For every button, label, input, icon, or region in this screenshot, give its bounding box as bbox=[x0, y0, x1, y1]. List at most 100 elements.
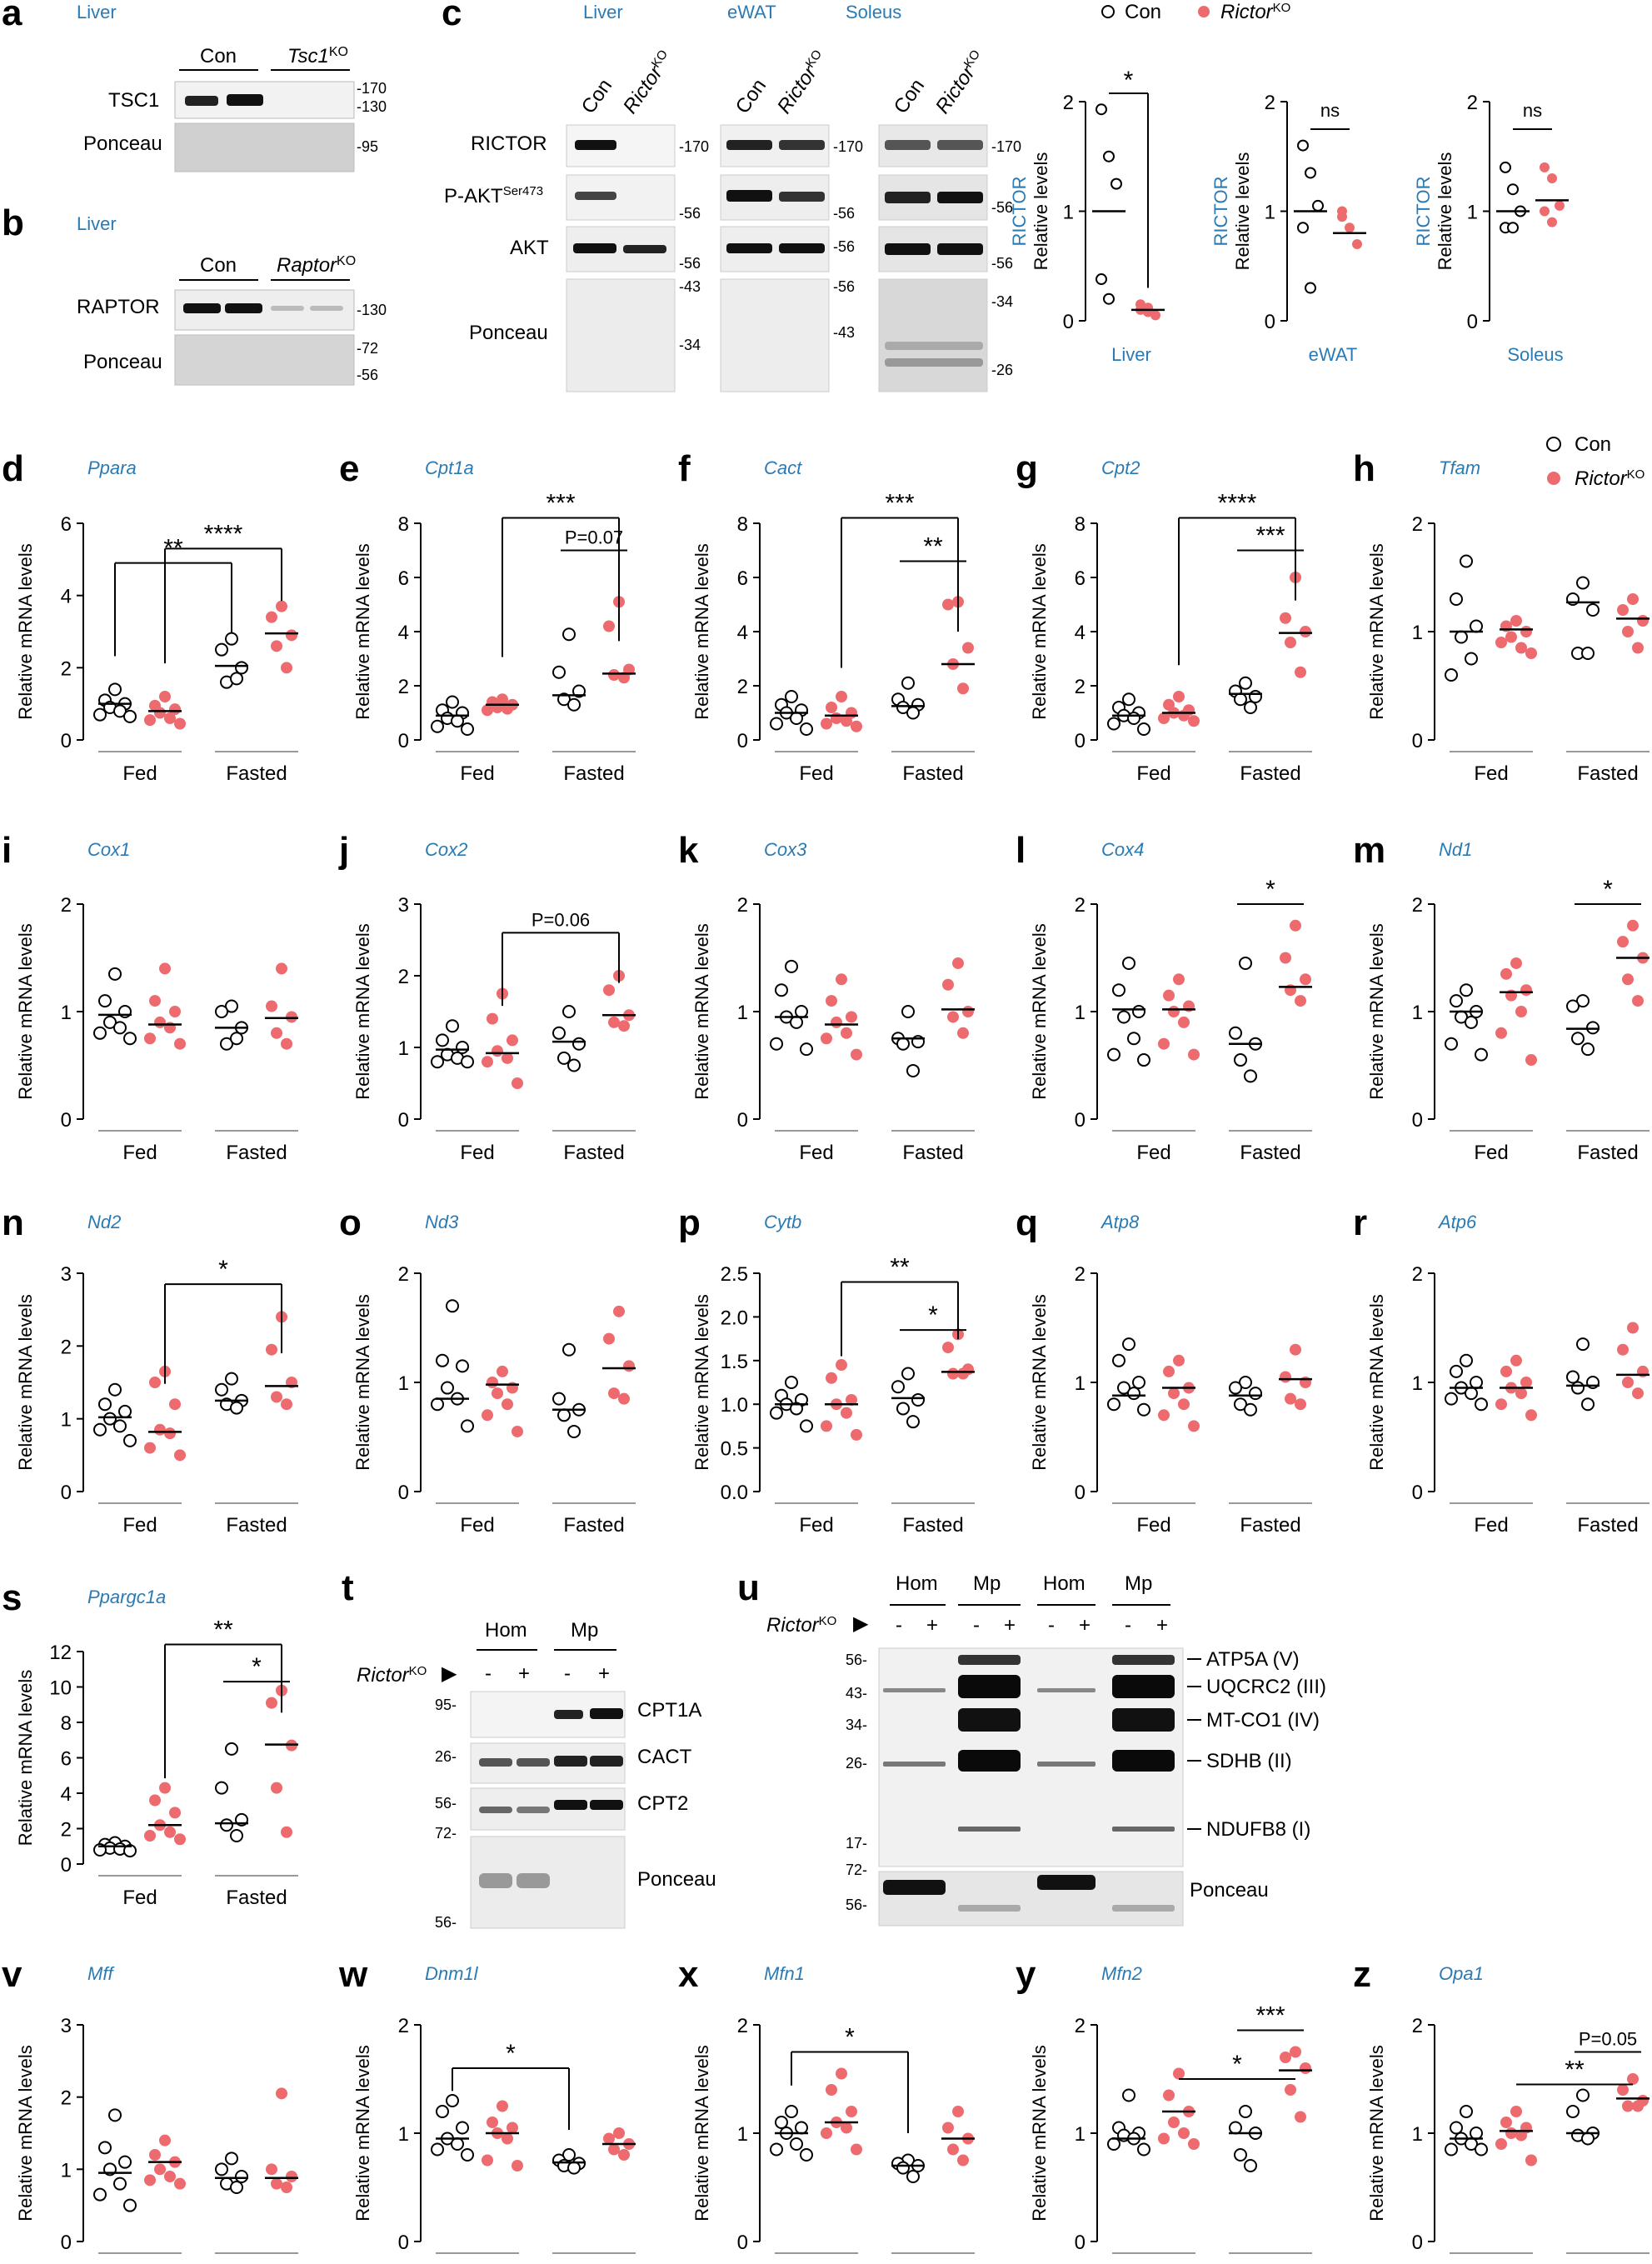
band bbox=[958, 1750, 1021, 1772]
band bbox=[554, 1800, 587, 1810]
data-point-ko bbox=[164, 2171, 176, 2182]
band bbox=[1112, 1905, 1175, 1912]
y-tick-label: 1 bbox=[1075, 2123, 1086, 2146]
data-point-ko bbox=[613, 1305, 625, 1317]
data-point-ko bbox=[266, 2163, 277, 2176]
panel-c-mw: -170 bbox=[679, 138, 709, 155]
gene-title: Cytb bbox=[764, 1212, 801, 1232]
data-point-ko bbox=[266, 611, 277, 623]
sig-label: * bbox=[218, 1256, 228, 1283]
panel-b-tissue: Liver bbox=[77, 213, 117, 234]
band bbox=[1037, 1688, 1096, 1692]
data-point-ko bbox=[1520, 626, 1532, 637]
panel-a-group-ko: Tsc1KO bbox=[287, 45, 348, 67]
data-point-ko bbox=[1505, 2127, 1517, 2139]
data-point-ko bbox=[942, 2122, 954, 2134]
data-point-con bbox=[1110, 177, 1122, 190]
gene-title: Cox3 bbox=[764, 839, 807, 860]
band bbox=[183, 303, 221, 313]
x-label: Fasted bbox=[1577, 1514, 1638, 1537]
data-point-con bbox=[785, 959, 798, 973]
panel-f-chart: f Cact 0 2 4 6 8 Relative mRNA levels Fed Fasted *… bbox=[678, 448, 975, 785]
data-point-con bbox=[1581, 647, 1595, 660]
y-tick-label: 1 bbox=[61, 1409, 72, 1432]
data-point-con bbox=[446, 2094, 459, 2107]
x-label: Fasted bbox=[226, 762, 287, 785]
data-point-ko bbox=[154, 1423, 166, 1436]
band bbox=[479, 1873, 512, 1888]
gene-title: Cox2 bbox=[425, 839, 467, 860]
band bbox=[185, 96, 218, 106]
panel-t-row-cact: CACT bbox=[637, 1746, 692, 1768]
band bbox=[1112, 1827, 1175, 1832]
band bbox=[310, 306, 343, 311]
data-point-con bbox=[1117, 1381, 1130, 1395]
panel-label-y: y bbox=[1016, 1954, 1036, 1995]
gene-title: Dnm1l bbox=[425, 1963, 479, 1984]
sig-label: * bbox=[506, 2040, 516, 2067]
data-point-ko bbox=[947, 1011, 959, 1023]
data-point-con bbox=[572, 684, 586, 698]
data-point-con bbox=[770, 2142, 783, 2157]
y-tick-label: 2 bbox=[737, 676, 748, 698]
panel-c-mw: -43 bbox=[833, 324, 855, 341]
data-point-ko bbox=[826, 1372, 837, 1384]
x-label: Fed bbox=[799, 1142, 833, 1164]
panel-u-band-atp5a: ATP5A (V) bbox=[1206, 1648, 1300, 1671]
band bbox=[885, 140, 931, 150]
data-point-con bbox=[562, 1005, 576, 1018]
panel-label-b: b bbox=[2, 202, 24, 243]
panel-c-mw: -56 bbox=[991, 255, 1013, 272]
panel-t-mw: 56- bbox=[435, 1914, 457, 1931]
x-label: Fed bbox=[1136, 762, 1170, 785]
data-point-con bbox=[215, 1781, 228, 1795]
legend-h: Con RictorKO bbox=[1546, 433, 1645, 490]
y-tick-label: 1 bbox=[1467, 202, 1478, 224]
data-point-con bbox=[1576, 576, 1590, 590]
sig-label: **** bbox=[204, 520, 243, 547]
y-tick-label: 3 bbox=[398, 894, 409, 917]
y-tick-label: 2 bbox=[398, 2015, 409, 2037]
data-point-con bbox=[795, 1005, 808, 1018]
panel-u-sign: - bbox=[973, 1614, 980, 1637]
y-tick-label: 2 bbox=[737, 2015, 748, 2037]
data-point-ko bbox=[149, 995, 161, 1007]
panel-label-h: h bbox=[1353, 448, 1375, 489]
data-point-ko bbox=[169, 1006, 181, 1017]
data-point-ko bbox=[497, 1365, 508, 1377]
y-tick-label: 2 bbox=[398, 1263, 409, 1286]
rictor-quant-soleus: 0 1 2 RICTORRelative levels Soleus ns bbox=[1413, 92, 1569, 365]
data-point-ko bbox=[1285, 637, 1296, 648]
panel-a-mw: -170 bbox=[357, 80, 387, 97]
y-axis-label: Relative mRNA levels bbox=[352, 1294, 373, 1471]
data-point-ko bbox=[492, 1045, 503, 1057]
data-point-con bbox=[1450, 1364, 1463, 1378]
data-point-ko bbox=[271, 640, 282, 652]
y-tick-label: 1 bbox=[1412, 2123, 1423, 2146]
data-point-ko bbox=[942, 1342, 954, 1354]
panel-u-sign: - bbox=[896, 1614, 902, 1637]
y-tick-label: 0 bbox=[1412, 730, 1423, 752]
y-tick-label: 0 bbox=[737, 1109, 748, 1132]
data-point-con bbox=[557, 692, 571, 707]
y-axis-label: Relative mRNA levels bbox=[1029, 1294, 1050, 1471]
data-point-ko bbox=[502, 1052, 513, 1064]
data-point-ko bbox=[1547, 173, 1557, 184]
panel-t-mw: 56- bbox=[435, 1795, 457, 1812]
band bbox=[937, 192, 983, 203]
x-label: Fed bbox=[122, 1142, 157, 1164]
band bbox=[779, 192, 825, 202]
data-point-ko bbox=[1158, 712, 1170, 724]
data-point-con bbox=[1450, 2121, 1463, 2135]
data-point-con bbox=[451, 714, 464, 728]
y-tick-label: 0 bbox=[737, 2232, 748, 2254]
data-point-con bbox=[108, 682, 122, 697]
data-point-con bbox=[557, 1408, 571, 1422]
data-point-ko bbox=[821, 717, 832, 730]
band bbox=[590, 1708, 623, 1719]
data-point-ko bbox=[603, 984, 615, 997]
data-point-ko bbox=[482, 2154, 493, 2167]
data-point-con bbox=[1239, 956, 1252, 970]
